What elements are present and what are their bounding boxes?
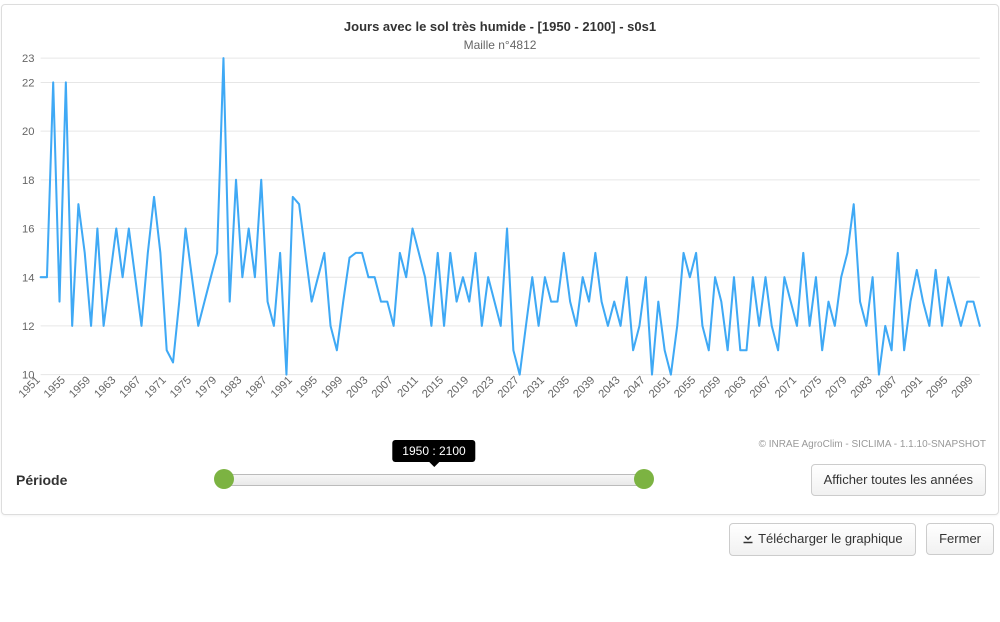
svg-text:2035: 2035 [546, 374, 572, 400]
svg-text:2099: 2099 [949, 374, 975, 400]
svg-text:2031: 2031 [521, 374, 547, 400]
chart-credits: © INRAE AgroClim - SICLIMA - 1.1.10-SNAP… [10, 439, 990, 450]
download-chart-label: Télécharger le graphique [758, 531, 903, 546]
svg-text:1963: 1963 [92, 374, 118, 400]
svg-text:1983: 1983 [218, 374, 244, 400]
chart-area: Jours avec le sol très humide - [1950 - … [10, 19, 990, 450]
slider-track[interactable] [224, 474, 644, 486]
svg-text:1995: 1995 [294, 374, 320, 400]
svg-text:2067: 2067 [748, 374, 774, 400]
svg-text:2075: 2075 [798, 374, 824, 400]
svg-text:20: 20 [22, 126, 34, 138]
svg-text:2027: 2027 [496, 374, 522, 400]
svg-text:1975: 1975 [168, 374, 194, 400]
svg-text:2003: 2003 [344, 374, 370, 400]
svg-text:14: 14 [22, 272, 34, 284]
svg-text:23: 23 [22, 53, 34, 65]
svg-text:2091: 2091 [899, 374, 925, 400]
chart-panel: Jours avec le sol très humide - [1950 - … [1, 4, 999, 515]
svg-text:12: 12 [22, 321, 34, 333]
close-button[interactable]: Fermer [926, 523, 994, 555]
slider-handle-end[interactable] [634, 469, 654, 489]
svg-text:2043: 2043 [596, 374, 622, 400]
svg-text:2055: 2055 [672, 374, 698, 400]
svg-text:1971: 1971 [143, 374, 169, 400]
svg-text:1999: 1999 [319, 374, 345, 400]
svg-text:2019: 2019 [445, 374, 471, 400]
svg-text:2087: 2087 [874, 374, 900, 400]
svg-text:2015: 2015 [420, 374, 446, 400]
svg-text:1967: 1967 [117, 374, 143, 400]
dialog-footer: Télécharger le graphique Fermer [6, 523, 994, 556]
svg-text:1959: 1959 [67, 374, 93, 400]
svg-text:1979: 1979 [193, 374, 219, 400]
svg-text:2011: 2011 [395, 374, 421, 400]
download-icon [742, 531, 754, 549]
slider-handle-start[interactable] [214, 469, 234, 489]
period-slider[interactable]: 1950 : 2100 [224, 474, 644, 486]
period-label: Période [10, 472, 224, 488]
svg-text:1951: 1951 [17, 374, 43, 400]
svg-text:22: 22 [22, 78, 34, 90]
svg-text:1987: 1987 [244, 374, 270, 400]
svg-text:2039: 2039 [571, 374, 597, 400]
chart-title: Jours avec le sol très humide - [1950 - … [10, 19, 990, 34]
svg-text:1991: 1991 [269, 374, 295, 400]
svg-text:2079: 2079 [823, 374, 849, 400]
svg-text:2051: 2051 [647, 374, 673, 400]
svg-text:2023: 2023 [470, 374, 496, 400]
svg-text:16: 16 [22, 224, 34, 236]
svg-text:2059: 2059 [697, 374, 723, 400]
svg-text:1955: 1955 [42, 374, 68, 400]
svg-text:2095: 2095 [924, 374, 950, 400]
svg-text:2063: 2063 [723, 374, 749, 400]
chart-subtitle: Maille n°4812 [10, 38, 990, 52]
show-all-years-button[interactable]: Afficher toutes les années [811, 464, 986, 496]
svg-text:2047: 2047 [622, 374, 648, 400]
download-chart-button[interactable]: Télécharger le graphique [729, 523, 916, 556]
line-chart[interactable]: 1012141618202223195119551959196319671971… [10, 52, 990, 430]
svg-text:2071: 2071 [773, 374, 799, 400]
slider-tooltip: 1950 : 2100 [392, 440, 475, 462]
svg-text:2083: 2083 [849, 374, 875, 400]
period-slider-row: Période 1950 : 2100 Afficher toutes les … [10, 460, 990, 506]
svg-text:2007: 2007 [370, 374, 396, 400]
svg-text:18: 18 [22, 175, 34, 187]
